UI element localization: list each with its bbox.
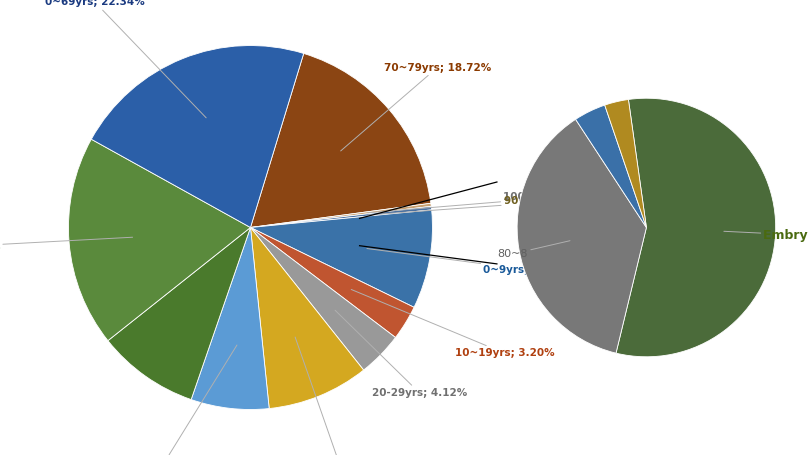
Text: 10~19yrs; 3.20%: 10~19yrs; 3.20%	[351, 289, 555, 359]
Text: 0~69yrs; 22.34%: 0~69yrs; 22.34%	[45, 0, 206, 118]
Text: 0~9yrs; 9.04%: 0~9yrs; 9.04%	[367, 248, 569, 274]
Wedge shape	[108, 228, 250, 399]
Text: 40~49yrs; 7.14%: 40~49yrs; 7.14%	[114, 345, 237, 455]
Wedge shape	[250, 228, 364, 409]
Text: 30~39yrs; 9.32%: 30~39yrs; 9.32%	[290, 337, 389, 455]
Wedge shape	[191, 228, 269, 410]
Wedge shape	[250, 203, 431, 228]
Text: Embryo; 3.: Embryo; 3.	[724, 228, 808, 242]
Wedge shape	[69, 139, 250, 341]
Wedge shape	[616, 98, 776, 357]
Wedge shape	[575, 105, 646, 228]
Wedge shape	[604, 100, 646, 228]
Wedge shape	[250, 210, 432, 307]
Wedge shape	[250, 53, 431, 228]
Wedge shape	[91, 46, 304, 228]
Text: 90~100yrs; 0.32%: 90~100yrs; 0.32%	[368, 197, 611, 215]
Text: 20-29yrs; 4.12%: 20-29yrs; 4.12%	[335, 310, 467, 398]
Wedge shape	[250, 228, 395, 370]
Text: 59yrs; 19.32%: 59yrs; 19.32%	[0, 237, 133, 252]
Wedge shape	[250, 207, 431, 228]
Text: 70~79yrs; 18.72%: 70~79yrs; 18.72%	[341, 63, 490, 151]
Text: 80~8: 80~8	[498, 241, 570, 259]
Wedge shape	[250, 228, 414, 338]
Text: 100~109yrs; 0.28%: 100~109yrs; 0.28%	[368, 192, 617, 213]
Wedge shape	[517, 119, 646, 353]
